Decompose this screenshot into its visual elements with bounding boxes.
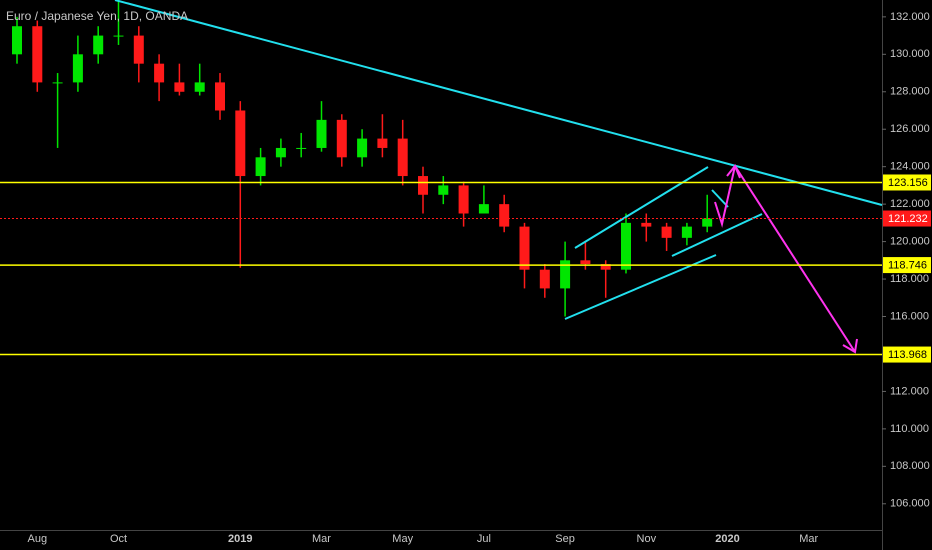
channel-upper: [574, 166, 709, 249]
candle-body: [519, 226, 530, 270]
candle-body: [681, 226, 692, 238]
y-tick-label: 126.000: [890, 123, 930, 135]
candle-body: [296, 147, 307, 149]
x-tick-label: 2019: [228, 533, 252, 545]
flag-upper: [711, 189, 729, 208]
candle-body: [702, 218, 713, 227]
drawings: [114, 0, 883, 354]
x-tick-label: Aug: [28, 533, 48, 545]
price-label: 113.968: [888, 349, 927, 361]
candle-body: [275, 147, 286, 158]
y-tick-label: 106.000: [890, 498, 930, 510]
y-tick-label: 112.000: [890, 385, 929, 397]
y-tick-label: 116.000: [890, 310, 929, 322]
candle-body: [316, 119, 327, 148]
candle-body: [377, 138, 388, 148]
price-label-box: [883, 257, 931, 274]
candle-body: [235, 110, 246, 177]
price-label: 121.232: [888, 213, 928, 225]
y-tick-label: 118.000: [890, 273, 929, 285]
candle-body: [661, 226, 672, 238]
candle-body: [32, 26, 43, 83]
candle-body: [72, 54, 83, 83]
x-tick-label: Sep: [555, 533, 575, 545]
x-tick-label: Nov: [637, 533, 657, 545]
price-label: 123.156: [888, 177, 928, 189]
flag-lower: [671, 213, 763, 257]
candle-body: [174, 82, 185, 92]
arrow-head-down: [842, 338, 858, 354]
candle-body: [336, 119, 347, 158]
y-tick-label: 124.000: [890, 161, 930, 173]
candle-body: [93, 35, 104, 55]
price-label: 118.746: [888, 259, 927, 271]
x-tick-label: May: [392, 533, 413, 545]
candle-body: [418, 176, 428, 195]
candle-body: [397, 138, 408, 177]
y-tick-label: 130.000: [890, 48, 930, 60]
y-tick-label: 110.000: [890, 423, 929, 435]
candle-body: [580, 260, 591, 265]
y-tick-label: 120.000: [890, 235, 930, 247]
candle-body: [52, 82, 63, 84]
y-tick-label: 132.000: [890, 11, 930, 23]
x-tick-label: Oct: [110, 533, 127, 545]
candle-body: [113, 35, 124, 37]
candle-body: [133, 35, 144, 64]
candle-body: [458, 185, 469, 214]
candle-body: [499, 204, 510, 227]
candle-body: [478, 204, 489, 214]
x-tick-label: Jul: [477, 533, 491, 545]
projection-down: [734, 165, 856, 353]
x-tick-label: 2020: [715, 533, 739, 545]
y-tick-label: 128.000: [890, 86, 930, 98]
candle-body: [194, 82, 205, 92]
candle-body: [438, 185, 449, 195]
candle-body: [357, 138, 368, 158]
price-label-box: [883, 346, 931, 363]
candles: [12, 0, 713, 317]
price-label-box: [883, 210, 931, 227]
candle-body: [154, 63, 165, 83]
candle-body: [600, 264, 611, 270]
candle-body: [215, 82, 225, 111]
candle-body: [560, 260, 571, 289]
candle-body: [255, 157, 266, 177]
y-tick-label: 108.000: [890, 460, 930, 472]
y-tick-label: 122.000: [890, 198, 930, 210]
x-tick-label: Mar: [799, 533, 818, 545]
trend-line: [114, 0, 883, 206]
chart-title: Euro / Japanese Yen, 1D, OANDA: [6, 9, 188, 23]
x-tick-label: Mar: [312, 533, 331, 545]
candle-body: [539, 269, 550, 289]
projection-up: [714, 165, 736, 228]
candle-body: [641, 222, 652, 227]
price-label-box: [883, 174, 931, 191]
candle-body: [621, 222, 631, 270]
candle-body: [12, 26, 22, 55]
